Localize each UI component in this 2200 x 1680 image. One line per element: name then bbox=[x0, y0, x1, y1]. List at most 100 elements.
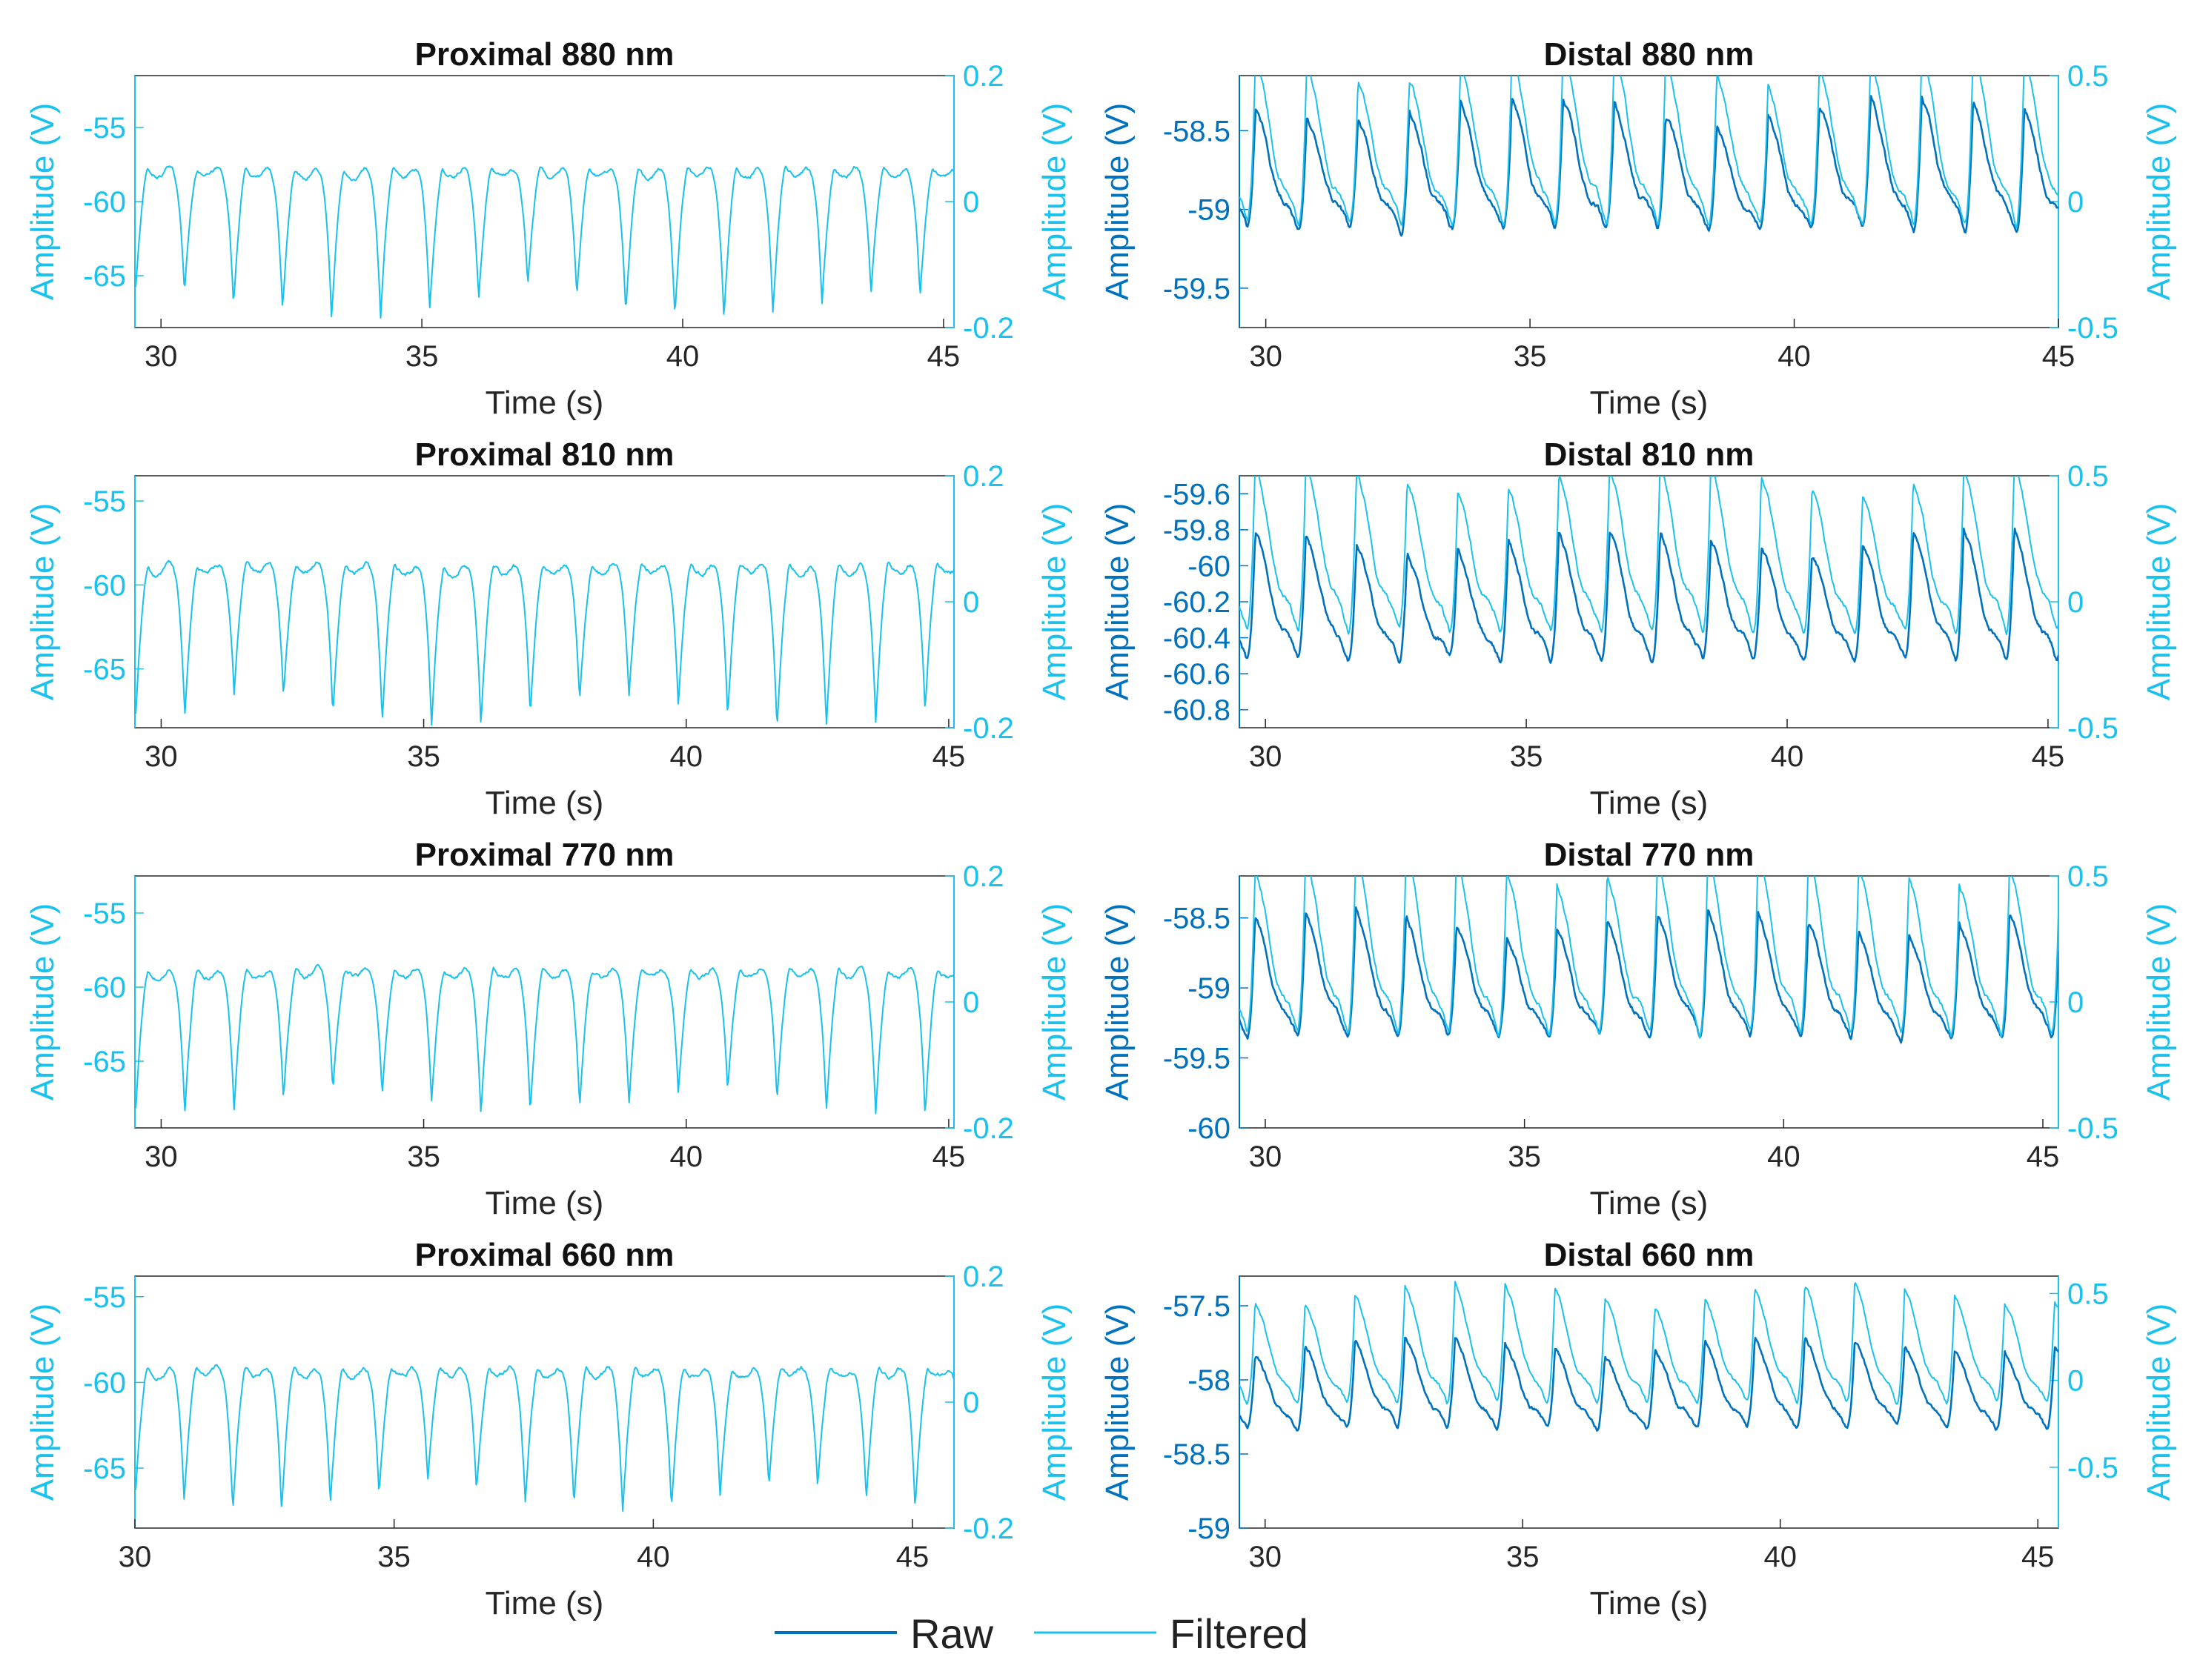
right-y-tick-label: 0 bbox=[2067, 986, 2084, 1019]
x-tick-label: 35 bbox=[1506, 1541, 1540, 1573]
left-y-tick-label: -65 bbox=[83, 654, 126, 686]
x-axis-label: Time (s) bbox=[1590, 1185, 1709, 1221]
x-tick-label: 30 bbox=[1249, 340, 1282, 373]
right-y-axis-label: Amplitude (V) bbox=[2141, 503, 2177, 701]
right-y-axis-label: Amplitude (V) bbox=[1036, 103, 1073, 301]
filtered-series-line bbox=[135, 560, 954, 726]
x-tick-label: 30 bbox=[1249, 1141, 1282, 1173]
left-y-tick-label: -55 bbox=[83, 897, 126, 930]
x-tick-label: 45 bbox=[932, 740, 966, 773]
left-y-tick-label: -60 bbox=[1187, 550, 1230, 582]
left-y-tick-label: -60 bbox=[83, 972, 126, 1004]
right-y-axis-label: Amplitude (V) bbox=[1036, 503, 1073, 701]
right-y-tick-label: 0.5 bbox=[2067, 460, 2109, 493]
x-axis-label: Time (s) bbox=[486, 385, 604, 421]
x-tick-label: 30 bbox=[145, 1141, 178, 1173]
right-y-tick-label: 0 bbox=[963, 1387, 979, 1419]
left-y-axis-label: Amplitude (V) bbox=[1099, 103, 1136, 301]
left-y-axis-label: Amplitude (V) bbox=[24, 1304, 61, 1501]
x-tick-label: 40 bbox=[1763, 1541, 1797, 1573]
filtered-series-line bbox=[135, 165, 954, 319]
left-y-tick-label: -59.5 bbox=[1163, 1043, 1230, 1075]
subplot-title: Proximal 810 nm bbox=[415, 436, 675, 473]
x-tick-label: 40 bbox=[1771, 740, 1804, 773]
x-tick-label: 45 bbox=[927, 340, 961, 373]
left-y-tick-label: -57.5 bbox=[1163, 1290, 1230, 1323]
x-tick-label: 40 bbox=[670, 1141, 703, 1173]
x-tick-label: 45 bbox=[2027, 1141, 2060, 1173]
left-y-tick-label: -55 bbox=[83, 112, 126, 145]
subplot-title: Proximal 770 nm bbox=[415, 837, 675, 873]
x-axis-label: Time (s) bbox=[486, 1585, 604, 1621]
legend: Raw Filtered bbox=[775, 1610, 1308, 1657]
x-axis-label: Time (s) bbox=[486, 1185, 604, 1221]
legend-raw-label: Raw bbox=[910, 1610, 994, 1657]
x-tick-label: 35 bbox=[1510, 740, 1543, 773]
x-tick-label: 40 bbox=[1777, 340, 1811, 373]
right-y-tick-label: 0 bbox=[2067, 186, 2084, 219]
right-y-axis-label: Amplitude (V) bbox=[2141, 103, 2177, 301]
right-y-tick-label: -0.2 bbox=[963, 1112, 1014, 1145]
right-y-tick-label: -0.5 bbox=[2067, 312, 2118, 345]
left-y-tick-label: -59.6 bbox=[1163, 478, 1230, 511]
x-tick-label: 45 bbox=[2021, 1541, 2055, 1573]
left-y-tick-label: -55 bbox=[83, 485, 126, 518]
right-y-tick-label: 0.2 bbox=[963, 860, 1004, 893]
right-y-axis-label: Amplitude (V) bbox=[2141, 1304, 2177, 1501]
right-y-tick-label: -0.5 bbox=[2067, 1452, 2118, 1484]
raw-series-line bbox=[1239, 906, 2058, 1044]
subplot-grid: Proximal 880 nm 30 35 40 45 Time (s) -55 -60 -65… bbox=[24, 36, 2177, 1621]
subplot-distal-880: Distal 880 nm 30 35 40 45 Time (s) -58.5 -59 -59… bbox=[1099, 36, 2177, 421]
x-tick-label: 35 bbox=[405, 340, 439, 373]
left-y-tick-label: -59 bbox=[1187, 194, 1230, 227]
subplot-title: Proximal 880 nm bbox=[415, 36, 675, 73]
raw-series-line bbox=[1239, 1336, 2058, 1432]
right-y-tick-label: -0.5 bbox=[2067, 712, 2118, 745]
x-tick-label: 30 bbox=[119, 1541, 152, 1573]
right-y-tick-label: 0 bbox=[963, 586, 979, 619]
left-y-axis-label: Amplitude (V) bbox=[24, 103, 61, 301]
right-y-tick-label: 0.5 bbox=[2067, 60, 2109, 93]
left-y-axis-label: Amplitude (V) bbox=[1099, 503, 1136, 701]
left-y-tick-label: -60.6 bbox=[1163, 658, 1230, 691]
left-y-tick-label: -60 bbox=[1187, 1112, 1230, 1145]
left-y-tick-label: -59 bbox=[1187, 1513, 1230, 1545]
left-y-tick-label: -58 bbox=[1187, 1364, 1230, 1397]
filtered-series-line bbox=[1239, 76, 2058, 229]
subplot-proximal-880: Proximal 880 nm 30 35 40 45 Time (s) -55 -60 -65… bbox=[24, 36, 1073, 421]
subplot-proximal-810: Proximal 810 nm 30 35 40 45 Time (s) -55 -60 -65… bbox=[24, 436, 1073, 821]
left-y-tick-label: -55 bbox=[83, 1281, 126, 1314]
x-axis-label: Time (s) bbox=[486, 785, 604, 821]
x-tick-label: 40 bbox=[666, 340, 700, 373]
left-y-tick-label: -60.2 bbox=[1163, 586, 1230, 619]
subplot-proximal-660: Proximal 660 nm 30 35 40 45 Time (s) -55 -60 -65… bbox=[24, 1237, 1073, 1621]
x-axis-label: Time (s) bbox=[1590, 385, 1709, 421]
subplot-title: Distal 880 nm bbox=[1544, 36, 1755, 73]
x-tick-label: 30 bbox=[1249, 740, 1282, 773]
right-y-tick-label: 0 bbox=[2067, 1365, 2084, 1398]
left-y-axis-label: Amplitude (V) bbox=[1099, 903, 1136, 1101]
x-axis-label: Time (s) bbox=[1590, 785, 1709, 821]
x-axis-label: Time (s) bbox=[1590, 1585, 1709, 1621]
left-y-tick-label: -58.5 bbox=[1163, 1438, 1230, 1471]
x-tick-label: 45 bbox=[2042, 340, 2075, 373]
filtered-series-line bbox=[1239, 476, 2058, 635]
left-y-tick-label: -60 bbox=[83, 569, 126, 602]
raw-series-line bbox=[1239, 95, 2058, 237]
x-tick-label: 40 bbox=[637, 1541, 670, 1573]
left-y-tick-label: -65 bbox=[83, 1046, 126, 1078]
x-tick-label: 40 bbox=[1767, 1141, 1800, 1173]
x-tick-label: 35 bbox=[1508, 1141, 1541, 1173]
right-y-tick-label: -0.2 bbox=[963, 312, 1014, 345]
right-y-tick-label: -0.2 bbox=[963, 1513, 1014, 1545]
left-y-axis-label: Amplitude (V) bbox=[24, 903, 61, 1101]
left-y-tick-label: -65 bbox=[83, 1452, 126, 1485]
x-tick-label: 45 bbox=[896, 1541, 930, 1573]
filtered-series-line bbox=[1239, 1281, 2058, 1405]
right-y-tick-label: 0.2 bbox=[963, 1261, 1004, 1293]
left-y-tick-label: -59.8 bbox=[1163, 514, 1230, 547]
subplot-distal-660: Distal 660 nm 30 35 40 45 Time (s) -57.5 -58 -58… bbox=[1099, 1237, 2177, 1621]
